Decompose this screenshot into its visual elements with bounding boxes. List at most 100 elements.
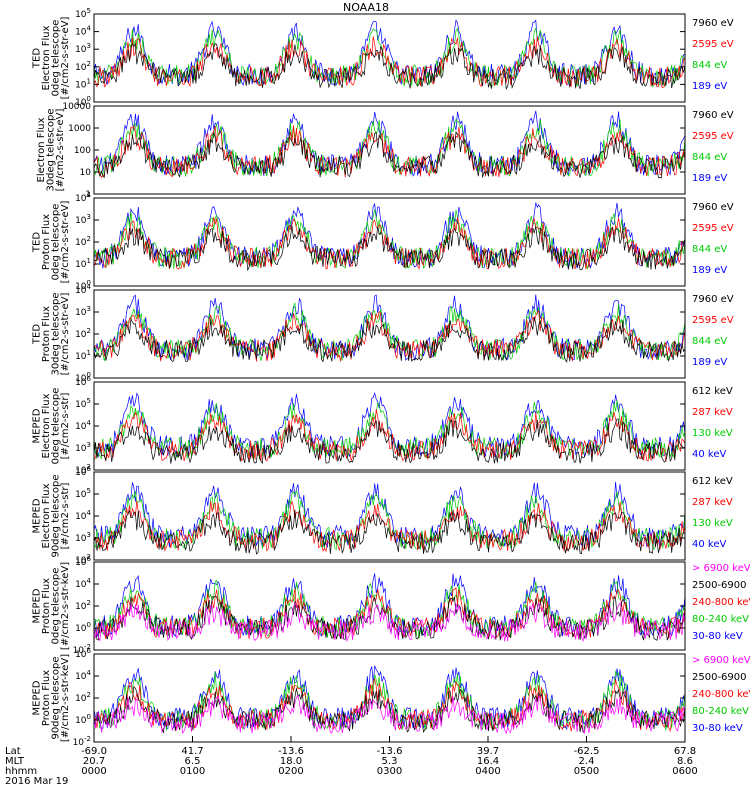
footer-value: 0200 (278, 766, 303, 777)
footer-row-label: MLT (5, 756, 25, 767)
y-tick-label: 10 (80, 168, 92, 178)
date-label: 2016 Mar 19 (5, 776, 68, 787)
legend-entry: 287 keV (692, 497, 733, 508)
y-axis-label-line: [#/cm2-s-str] (60, 392, 71, 459)
y-axis-label-line: MEPED (31, 408, 42, 443)
legend-entry: 2595 eV (692, 223, 734, 234)
y-axis-label-line: MEPED (31, 498, 42, 533)
series-line-7960-ev (94, 130, 685, 179)
y-tick-label: 104 (75, 191, 91, 204)
legend-entry: > 6900 keV (692, 563, 750, 574)
y-axis-label-line: Electron Flux (36, 117, 47, 182)
series-line--6900-kev (94, 602, 685, 642)
y-axis-label-line: Proton Flux (41, 578, 52, 634)
y-axis-label-line: 0deg telescope (50, 388, 61, 465)
legend-entry: 844 eV (692, 152, 727, 163)
legend-entry: 40 keV (692, 539, 726, 550)
series-line-844-ev (94, 118, 685, 178)
legend-entry: 240-800 keV (692, 597, 750, 608)
y-tick-label: 103 (75, 42, 91, 55)
legend-entry: 189 eV (692, 81, 727, 92)
series-line-80-240-kev (94, 670, 685, 732)
legend-entry: 80-240 keV (692, 706, 749, 717)
y-tick-label: 103 (75, 441, 91, 454)
series-line-240-800-kev (94, 587, 685, 640)
series-line-2595-ev (94, 217, 685, 270)
y-axis-label-line: TED (31, 232, 42, 253)
footer-value: -69.0 (81, 746, 107, 757)
footer-row-label: hhmm (5, 766, 37, 777)
panel-1-traces (94, 19, 685, 91)
y-tick-label: 105 (75, 397, 91, 410)
y-axis-label-line: 30deg telescope (50, 292, 61, 375)
y-tick-label: 10000 (62, 102, 91, 112)
y-tick-label: 102 (75, 691, 91, 704)
footer-value: 0400 (475, 766, 500, 777)
legend-entry: 130 keV (692, 428, 733, 439)
footer-value: 41.7 (181, 746, 203, 757)
footer-value: 8.6 (677, 756, 693, 767)
footer-value: 39.7 (477, 746, 499, 757)
legend-entry: 2500-6900 (692, 580, 747, 591)
y-axis-label-line: [#/cm2-s-str-eV] (60, 201, 71, 284)
footer-value: 6.5 (185, 756, 201, 767)
legend-entry: 844 eV (692, 60, 727, 71)
series-line-7960-ev (94, 316, 685, 363)
footer-value: 5.3 (382, 756, 398, 767)
y-axis-label-line: MEPED (31, 680, 42, 715)
y-axis-label-line: 30deg telescope (46, 108, 57, 191)
y-tick-label: 103 (75, 531, 91, 544)
y-axis-label-line: 0deg telescope (50, 568, 61, 645)
series-line-2500-6900 (94, 595, 685, 641)
y-tick-label: 103 (75, 305, 91, 318)
series-line-189-ev (94, 202, 685, 269)
y-axis-label-line: 90deg telescope (50, 474, 61, 557)
panel-3-traces (94, 202, 685, 272)
y-axis-label-line: Electron Flux (41, 483, 52, 548)
legend-entry: 844 eV (692, 244, 727, 255)
legend-entry: 2595 eV (692, 39, 734, 50)
y-axis-label-line: [#/cm2-s-str-keV] (60, 562, 71, 650)
footer-value: -13.6 (377, 746, 403, 757)
series-line--6900-kev (94, 695, 685, 735)
y-tick-label: 105 (75, 7, 91, 20)
y-tick-label: 1 (85, 190, 91, 200)
panel-6-frame (93, 471, 686, 561)
series-line-7960-ev (94, 225, 685, 272)
series-line-30-80-kev (94, 665, 685, 731)
y-axis-label-line: Proton Flux (41, 670, 52, 726)
panel-1-frame (93, 13, 686, 103)
legend-entry: 240-800 keV (692, 689, 750, 700)
footer-value: 20.7 (83, 756, 105, 767)
y-tick-label: 100 (74, 146, 91, 156)
panel-3-frame (93, 197, 686, 287)
series-line-612-kev (94, 509, 685, 555)
series-line-612-kev (94, 418, 685, 465)
y-axis-label-line: [#/cm2-s-str] (60, 482, 71, 549)
y-axis-label-line: Electron Flux (41, 393, 52, 458)
panel-2-traces (94, 110, 685, 179)
panel-8-frame (93, 653, 686, 743)
y-axis-label-line: 0deg telescope (50, 20, 61, 97)
series-line-844-ev (94, 209, 685, 270)
footer-value: 0100 (180, 766, 205, 777)
legend-entry: 7960 eV (692, 202, 734, 213)
footer-value: 0300 (377, 766, 402, 777)
y-tick-label: 104 (75, 509, 91, 522)
y-tick-label: 102 (75, 327, 91, 340)
legend-entry: 30-80 keV (692, 723, 743, 734)
